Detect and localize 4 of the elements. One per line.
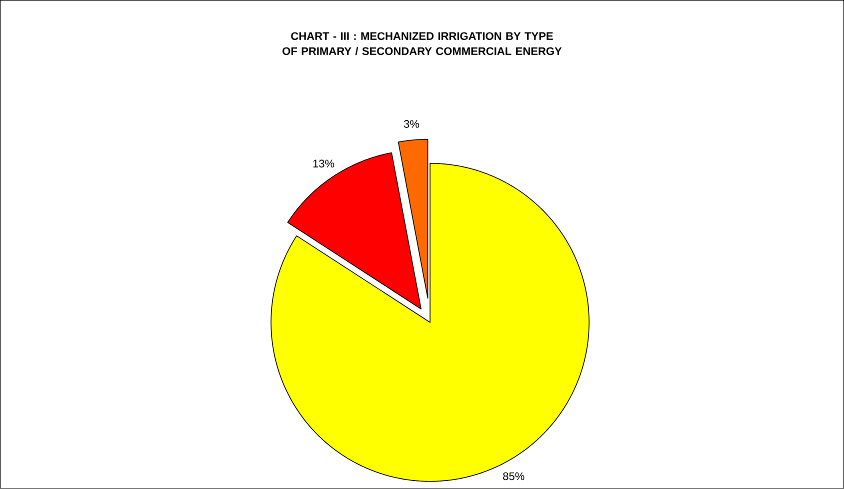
data-label: 13% bbox=[313, 160, 334, 168]
chart-title: CHART - III : MECHANIZED IRRIGATION BY TYPE OF PRIMARY / SECONDARY COMMERCIAL ENERGY bbox=[282, 32, 562, 56]
data-label: 85% bbox=[503, 472, 524, 480]
data-label: 3% bbox=[404, 120, 420, 128]
